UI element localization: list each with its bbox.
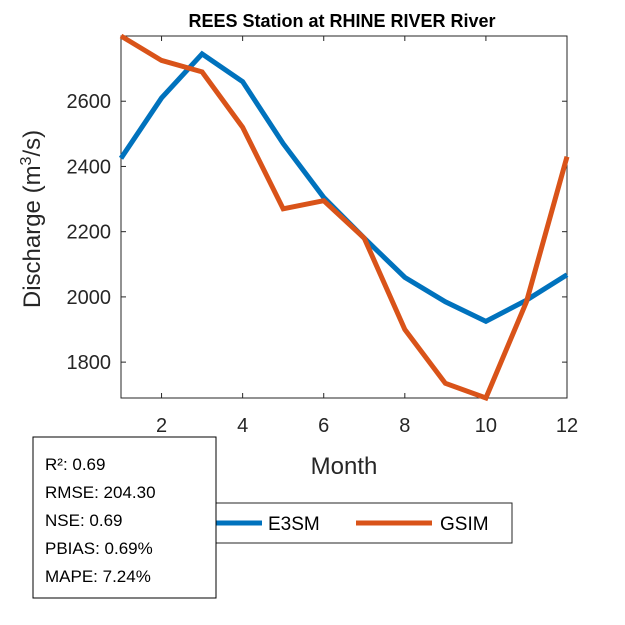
x-tick-label: 10 bbox=[475, 415, 497, 437]
y-tick-label: 2200 bbox=[67, 222, 112, 244]
x-tick-label: 4 bbox=[237, 415, 248, 437]
y-axis-title: Discharge (m3/s) bbox=[18, 130, 46, 308]
x-tick-label: 8 bbox=[399, 415, 410, 437]
stat-pbias: PBIAS: 0.69% bbox=[45, 539, 153, 558]
x-tick-label: 12 bbox=[556, 415, 578, 437]
y-axis-ticks: 1800 2000 2200 2400 2600 bbox=[67, 91, 567, 374]
stat-mape: MAPE: 7.24% bbox=[45, 567, 151, 586]
legend: E3SM GSIM bbox=[171, 502, 513, 544]
legend-label-gsim: GSIM bbox=[440, 514, 489, 535]
stat-r: R²: 0.69 bbox=[45, 455, 105, 474]
x-axis-title: Month bbox=[311, 453, 378, 480]
y-tick-label: 2400 bbox=[67, 156, 112, 178]
stat-nse: NSE: 0.69 bbox=[45, 511, 123, 530]
stats-box-frame bbox=[32, 436, 217, 599]
legend-label-e3sm: E3SM bbox=[268, 514, 320, 535]
stat-rmse: RMSE: 204.30 bbox=[45, 483, 156, 502]
y-axis-title-superscript: 3 bbox=[18, 156, 35, 165]
series-line-gsim bbox=[119, 33, 570, 402]
y-tick-label: 2600 bbox=[67, 91, 112, 113]
x-axis-ticks: 2 4 6 8 10 12 bbox=[156, 36, 578, 437]
y-axis-title-tail: /s) bbox=[19, 130, 46, 157]
series-layer bbox=[118, 33, 570, 402]
x-tick-label: 6 bbox=[318, 415, 329, 437]
x-tick-label: 2 bbox=[156, 415, 167, 437]
y-axis-title-main: Discharge (m bbox=[19, 165, 46, 308]
y-tick-label: 1800 bbox=[67, 352, 112, 374]
y-tick-label: 2000 bbox=[67, 287, 112, 309]
stats-annotation: R²: 0.69 RMSE: 204.30 NSE: 0.69 PBIAS: 0.69… bbox=[32, 436, 217, 599]
chart-title: REES Station at RHINE RIVER River bbox=[188, 11, 495, 31]
